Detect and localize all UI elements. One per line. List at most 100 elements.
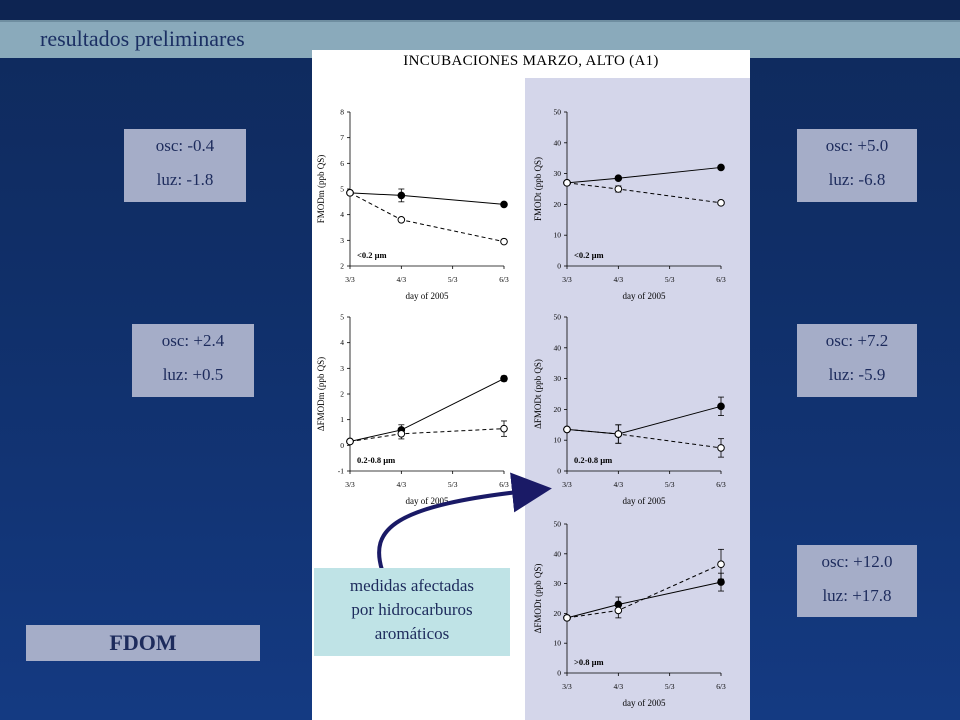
y-tick-label: 50 bbox=[554, 520, 562, 529]
data-point-open bbox=[563, 614, 571, 622]
figure-title: INCUBACIONES MARZO, ALTO (A1) bbox=[403, 53, 659, 69]
data-point-filled bbox=[500, 200, 508, 209]
top-strip bbox=[0, 0, 960, 20]
y-tick-label: 0 bbox=[557, 262, 561, 271]
data-point-open bbox=[346, 189, 354, 197]
figure-shaded-column bbox=[525, 78, 750, 720]
stat-luz: luz: +17.8 bbox=[822, 586, 892, 605]
x-tick-label: 4/3 bbox=[614, 275, 624, 284]
x-tick-label: 4/3 bbox=[614, 480, 624, 489]
x-axis-label: day of 2005 bbox=[623, 496, 666, 506]
x-tick-label: 5/3 bbox=[665, 682, 675, 691]
y-tick-label: 50 bbox=[554, 313, 562, 322]
y-tick-label: 2 bbox=[340, 262, 344, 271]
x-tick-label: 6/3 bbox=[716, 480, 726, 489]
size-fraction-annotation: >0.8 µm bbox=[574, 657, 604, 667]
y-tick-label: -1 bbox=[338, 467, 344, 476]
y-tick-label: 0 bbox=[557, 669, 561, 678]
data-point-open bbox=[563, 425, 571, 434]
x-tick-label: 5/3 bbox=[448, 275, 458, 284]
chart-dfmodt-large: 0 10 20 30 40 50 3/3 4/3 5/3 6/3 day of 2005 ΔFMODt… bbox=[533, 520, 726, 709]
chart-fmodm-small: 2 3 4 5 6 7 8 3/3 4/3 5/3 6/3 day of 2005 FMODm (ppb… bbox=[316, 108, 509, 302]
y-tick-label: 4 bbox=[340, 210, 344, 219]
x-tick-label: 5/3 bbox=[448, 480, 458, 489]
arrow-curve bbox=[377, 472, 552, 571]
y-tick-label: 40 bbox=[554, 549, 562, 558]
y-tick-label: 30 bbox=[554, 169, 562, 178]
stat-osc: osc: +12.0 bbox=[821, 552, 893, 571]
data-point-open bbox=[717, 444, 725, 452]
y-tick-label: 30 bbox=[554, 579, 562, 588]
x-tick-label: 4/3 bbox=[397, 275, 407, 284]
y-tick-label: 3 bbox=[340, 364, 344, 373]
stat-box-4: osc: +7.2 luz: -5.9 bbox=[797, 324, 917, 397]
stat-osc: osc: +2.4 bbox=[161, 331, 225, 350]
y-tick-label: 10 bbox=[554, 639, 562, 648]
y-tick-label: 30 bbox=[554, 374, 562, 383]
x-tick-label: 4/3 bbox=[397, 480, 407, 489]
stat-osc: osc: -0.4 bbox=[155, 136, 215, 155]
data-point-open bbox=[397, 216, 406, 224]
y-tick-label: 5 bbox=[340, 185, 344, 194]
data-point-open bbox=[346, 437, 354, 446]
x-tick-label: 3/3 bbox=[562, 275, 572, 284]
x-axis-label: day of 2005 bbox=[623, 698, 666, 708]
data-point-open bbox=[614, 185, 623, 193]
y-tick-label: 50 bbox=[554, 108, 562, 117]
data-point-filled bbox=[397, 191, 406, 200]
y-tick-label: 2 bbox=[340, 390, 344, 399]
y-tick-label: 5 bbox=[340, 313, 344, 322]
data-point-open bbox=[717, 560, 725, 569]
data-point-filled bbox=[717, 163, 725, 172]
x-tick-label: 3/3 bbox=[562, 682, 572, 691]
size-fraction-annotation: 0.2-0.8 µm bbox=[357, 455, 395, 465]
y-axis-label: FMODt (ppb QS) bbox=[533, 157, 543, 221]
x-tick-label: 4/3 bbox=[614, 682, 624, 691]
chart-fmodt-small: 0 10 20 30 40 50 3/3 4/3 5/3 6/3 day of 2005 FMODt … bbox=[533, 108, 726, 302]
y-tick-label: 1 bbox=[340, 415, 344, 424]
x-axis-label: day of 2005 bbox=[623, 291, 666, 301]
y-axis-label: ΔFMODt (ppb QS) bbox=[533, 359, 543, 429]
data-point-filled bbox=[717, 402, 725, 411]
y-axis-label: FMODm (ppb QS) bbox=[316, 155, 326, 224]
x-axis-label: day of 2005 bbox=[406, 291, 449, 301]
stat-luz: luz: -6.8 bbox=[828, 170, 886, 189]
stat-box-2: osc: +5.0 luz: -6.8 bbox=[797, 129, 917, 202]
slide-title: resultados preliminares bbox=[40, 26, 245, 51]
stat-luz: luz: -5.9 bbox=[828, 365, 886, 384]
title-bar: resultados preliminares bbox=[0, 20, 960, 58]
data-point-open bbox=[614, 430, 623, 438]
data-point-open bbox=[500, 237, 508, 246]
y-tick-label: 8 bbox=[340, 108, 344, 117]
note-line-2: por hidrocarburos bbox=[351, 600, 473, 619]
data-point-open bbox=[614, 606, 623, 615]
y-tick-label: 20 bbox=[554, 609, 562, 618]
stat-osc: osc: +5.0 bbox=[825, 136, 889, 155]
x-tick-label: 5/3 bbox=[665, 480, 675, 489]
size-fraction-annotation: <0.2 µm bbox=[574, 250, 604, 260]
stat-box-3: osc: +2.4 luz: +0.5 bbox=[132, 324, 254, 397]
y-tick-label: 4 bbox=[340, 338, 344, 347]
y-axis-label: ΔFMODm (ppb QS) bbox=[316, 357, 326, 431]
x-tick-label: 6/3 bbox=[499, 275, 509, 284]
y-tick-label: 40 bbox=[554, 343, 562, 352]
x-tick-label: 3/3 bbox=[562, 480, 572, 489]
y-tick-label: 10 bbox=[554, 231, 562, 240]
x-tick-label: 6/3 bbox=[499, 480, 509, 489]
data-point-open bbox=[500, 424, 508, 433]
y-tick-label: 40 bbox=[554, 138, 562, 147]
note-line-1: medidas afectadas bbox=[349, 576, 475, 595]
stat-box-1: osc: -0.4 luz: -1.8 bbox=[124, 129, 246, 202]
y-axis-label: ΔFMODt (ppb QS) bbox=[533, 564, 543, 634]
data-point-filled bbox=[614, 174, 623, 183]
y-tick-label: 0 bbox=[557, 467, 561, 476]
y-tick-label: 3 bbox=[340, 236, 344, 245]
x-axis-label: day of 2005 bbox=[406, 496, 449, 506]
y-tick-label: 20 bbox=[554, 200, 562, 209]
data-point-filled bbox=[500, 374, 508, 383]
data-point-open bbox=[397, 429, 406, 438]
fdom-label: FDOM bbox=[26, 625, 260, 661]
stat-osc: osc: +7.2 bbox=[825, 331, 889, 350]
size-fraction-annotation: <0.2 µm bbox=[357, 250, 387, 260]
